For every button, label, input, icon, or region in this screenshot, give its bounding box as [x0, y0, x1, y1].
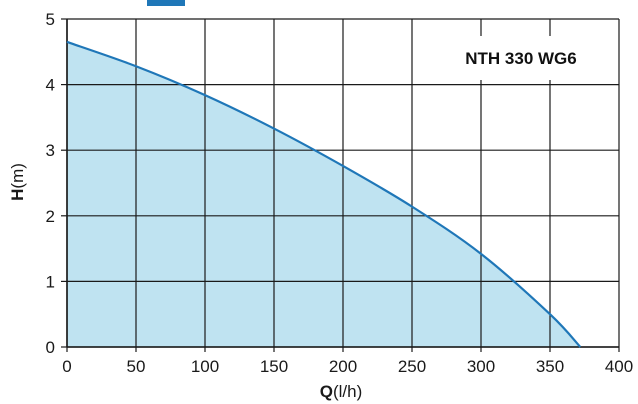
- y-tick-labels: 0 1 2 3 4 5: [46, 10, 55, 357]
- x-tick-label: 250: [398, 357, 426, 376]
- y-tick-label: 4: [46, 76, 55, 95]
- x-tick-label: 100: [191, 357, 219, 376]
- x-tick-label: 350: [536, 357, 564, 376]
- y-tick-label: 0: [46, 338, 55, 357]
- performance-curve: [66, 40, 582, 348]
- x-tick-label: 300: [467, 357, 495, 376]
- x-axis-label-symbol: Q: [320, 382, 333, 401]
- y-tick-label: 1: [46, 272, 55, 291]
- x-tick-labels: 0 50 100 150 200 250 300 350 400: [62, 357, 633, 376]
- model-label-background: [436, 36, 606, 80]
- header-accent-bar: [147, 0, 185, 6]
- x-tick-label: 50: [127, 357, 146, 376]
- y-axis-label-unit: (m): [8, 163, 27, 188]
- model-label: NTH 330 WG6: [465, 49, 576, 68]
- curve-line-layer: [66, 40, 582, 348]
- y-tick-label: 5: [46, 10, 55, 29]
- x-tick-label: 0: [62, 357, 71, 376]
- y-axis-label: H(m): [8, 163, 27, 201]
- x-axis-label-unit: (l/h): [333, 382, 362, 401]
- y-tick-label: 3: [46, 141, 55, 160]
- curve-area-fill: [67, 41, 581, 348]
- header-accent-segment: [147, 0, 185, 6]
- grid-layer: [61, 18, 620, 352]
- x-axis-label: Q(l/h): [320, 382, 363, 401]
- y-tick-label: 2: [46, 207, 55, 226]
- x-tick-label: 400: [605, 357, 633, 376]
- x-tick-label: 150: [260, 357, 288, 376]
- curve-area-layer: [67, 41, 581, 348]
- y-axis-label-symbol: H: [8, 189, 27, 201]
- x-tick-label: 200: [329, 357, 357, 376]
